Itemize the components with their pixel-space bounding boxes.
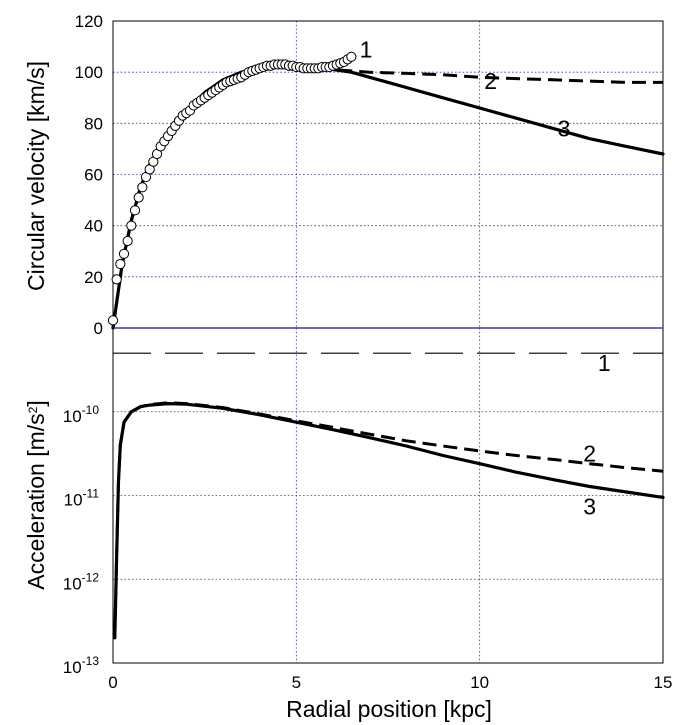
x-tick-label: 15 xyxy=(654,673,673,692)
observed-velocity-point xyxy=(129,205,141,216)
velocity-tick-label: 100 xyxy=(75,63,103,82)
observed-velocity-point xyxy=(115,258,126,270)
plot-frames xyxy=(112,20,664,664)
velocity-curve-label-1: 1 xyxy=(360,37,373,63)
acceleration-tick-label: 10-10 xyxy=(63,403,100,426)
velocity-curve-label-3: 3 xyxy=(558,115,571,141)
acceleration-tick-label: 10-11 xyxy=(64,487,100,510)
tick-labels: 0 20 40 60 80 100 120 0 5 10 15 10-13 10-12 10-11 10-1… xyxy=(63,12,673,692)
x-tick-label: 10 xyxy=(470,673,489,692)
acceleration-tick-label: 10-13 xyxy=(63,654,100,677)
acceleration-series-3-line xyxy=(113,402,665,640)
y-axis-label-velocity: Circular velocity [km/s] xyxy=(23,61,49,291)
x-axis-label: Radial position [kpc] xyxy=(286,696,492,722)
observed-velocity-point xyxy=(133,192,144,203)
observed-velocity-point xyxy=(126,220,137,231)
acceleration-curve-label-2: 2 xyxy=(583,441,596,467)
acceleration-curve-label-1: 1 xyxy=(598,350,611,376)
observed-velocity-point xyxy=(107,315,119,326)
velocity-tick-label: 60 xyxy=(84,166,103,185)
velocity-tick-label: 80 xyxy=(84,114,103,133)
acceleration-tick-label: 10-12 xyxy=(63,570,100,593)
observed-velocity-point xyxy=(118,248,130,259)
observed-velocity-point xyxy=(122,235,133,247)
observed-velocity-point xyxy=(137,182,148,193)
velocity-tick-label: 120 xyxy=(75,12,103,31)
acceleration-curve-label-3: 3 xyxy=(583,494,596,520)
acceleration-series-2-line xyxy=(113,401,664,638)
x-tick-label: 5 xyxy=(292,673,301,692)
observed-velocity-point xyxy=(111,274,122,285)
x-tick-label: 0 xyxy=(108,673,117,692)
velocity-curve-label-2: 2 xyxy=(484,68,497,94)
velocity-tick-label: 0 xyxy=(94,319,103,338)
observed-velocity-point xyxy=(346,51,357,62)
grid-lines xyxy=(113,21,663,663)
data-series: 1 2 3 1 2 3 xyxy=(107,37,665,640)
velocity-tick-label: 20 xyxy=(84,268,103,287)
axis-labels: Circular velocity [km/s] Acceleration [m… xyxy=(23,61,492,722)
velocity-tick-label: 40 xyxy=(84,217,103,236)
y-axis-label-acceleration: Acceleration [m/s2] xyxy=(23,400,49,589)
